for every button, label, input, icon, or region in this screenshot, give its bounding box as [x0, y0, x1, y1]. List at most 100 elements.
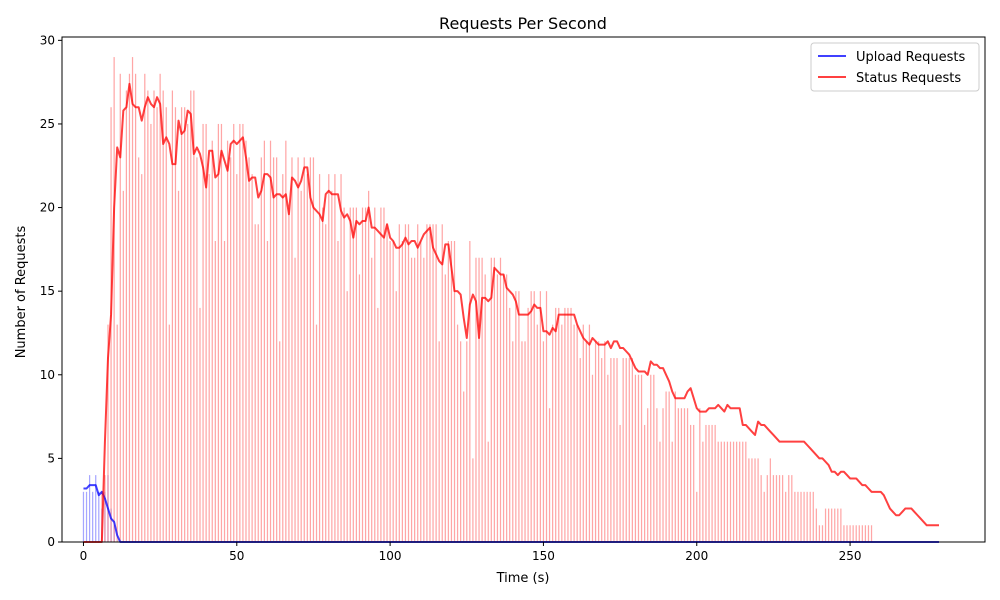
x-tick-label: 50: [229, 549, 244, 563]
status-bar: [306, 174, 308, 542]
status-bar: [870, 525, 873, 542]
status-bar: [788, 475, 790, 542]
status-bar: [705, 424, 707, 542]
status-bar: [205, 123, 207, 542]
status-bar: [177, 190, 180, 542]
status-bar: [619, 424, 621, 542]
status-bar: [815, 508, 817, 542]
status-bar: [622, 358, 624, 542]
status-bar: [594, 341, 597, 542]
status-bar: [677, 408, 679, 542]
plot-frame: [61, 36, 986, 543]
status-bar: [499, 257, 502, 542]
x-tick-label: 100: [379, 549, 402, 563]
upload-bar: [92, 491, 94, 542]
status-bar: [180, 107, 183, 543]
status-bar: [650, 374, 652, 542]
status-bar: [423, 257, 425, 542]
status-bar: [226, 140, 229, 543]
status-bar: [533, 291, 535, 542]
status-bar: [447, 241, 449, 542]
status-bar: [570, 307, 572, 542]
status-bar: [668, 391, 670, 542]
status-bar: [374, 207, 376, 542]
status-bar: [824, 508, 827, 542]
status-bar: [279, 341, 281, 542]
status-bar: [220, 123, 223, 542]
status-bar: [736, 441, 738, 542]
status-bar: [113, 57, 115, 543]
status-bar: [690, 424, 692, 542]
status-bar: [487, 441, 489, 542]
status-bar: [288, 207, 290, 542]
status-bar: [794, 491, 796, 542]
status-bar: [312, 157, 315, 543]
status-bar: [490, 257, 492, 542]
status-bar: [714, 424, 716, 542]
status-bar: [748, 458, 750, 542]
status-bar: [812, 491, 814, 542]
status-bar: [708, 424, 710, 542]
status-bar: [481, 257, 483, 542]
status-bar: [763, 491, 765, 542]
status-bar: [260, 157, 262, 543]
status-bar: [683, 408, 686, 542]
status-bar: [361, 207, 364, 542]
status-bar: [383, 207, 385, 542]
status-bar: [187, 123, 189, 542]
status-bar: [456, 324, 459, 542]
status-bar: [576, 324, 578, 542]
status-bar: [239, 123, 241, 542]
status-bar: [834, 508, 836, 542]
status-bar: [147, 90, 149, 542]
status-bar: [782, 475, 784, 542]
status-bar: [751, 458, 753, 542]
status-bar: [656, 408, 658, 542]
chart-title: Requests Per Second: [439, 14, 607, 33]
status-bar: [855, 525, 857, 542]
status-bar: [625, 358, 627, 542]
x-tick-label: 150: [532, 549, 555, 563]
status-bar: [251, 174, 253, 542]
status-bar: [196, 157, 198, 543]
status-bar: [398, 224, 400, 542]
status-bar: [558, 307, 560, 542]
status-bar: [536, 324, 538, 542]
status-bar: [223, 241, 226, 542]
status-bar: [380, 207, 382, 542]
status-bar: [318, 174, 321, 542]
status-bar: [539, 291, 541, 542]
status-bar: [294, 257, 296, 542]
status-bar: [337, 241, 339, 542]
status-bar: [371, 257, 373, 542]
status-bar: [407, 224, 410, 542]
status-bar: [331, 190, 333, 542]
status-bar: [846, 525, 848, 542]
status-bar: [637, 374, 640, 542]
status-bar: [484, 274, 486, 542]
status-bar: [607, 374, 609, 542]
status-bar: [772, 475, 775, 542]
status-bar: [585, 341, 587, 542]
status-bar: [785, 491, 787, 542]
upload-bar: [88, 475, 91, 542]
status-bar: [640, 374, 643, 542]
status-bar: [591, 374, 594, 542]
status-bar: [349, 207, 351, 542]
status-bar: [720, 441, 722, 542]
status-bar: [674, 391, 676, 542]
status-bar: [420, 241, 422, 542]
status-bar: [527, 307, 529, 542]
status-bar: [328, 174, 330, 542]
status-bar: [153, 90, 155, 542]
legend: Upload Requests Status Requests: [810, 42, 980, 92]
status-bar: [116, 324, 118, 542]
status-bar: [699, 408, 701, 542]
status-bar: [325, 224, 327, 542]
status-bar: [717, 441, 719, 542]
x-axis-label: Time (s): [496, 571, 550, 586]
status-bar: [285, 140, 287, 543]
status-bar: [567, 307, 569, 542]
status-bar: [806, 491, 808, 542]
status-bar: [242, 123, 244, 542]
